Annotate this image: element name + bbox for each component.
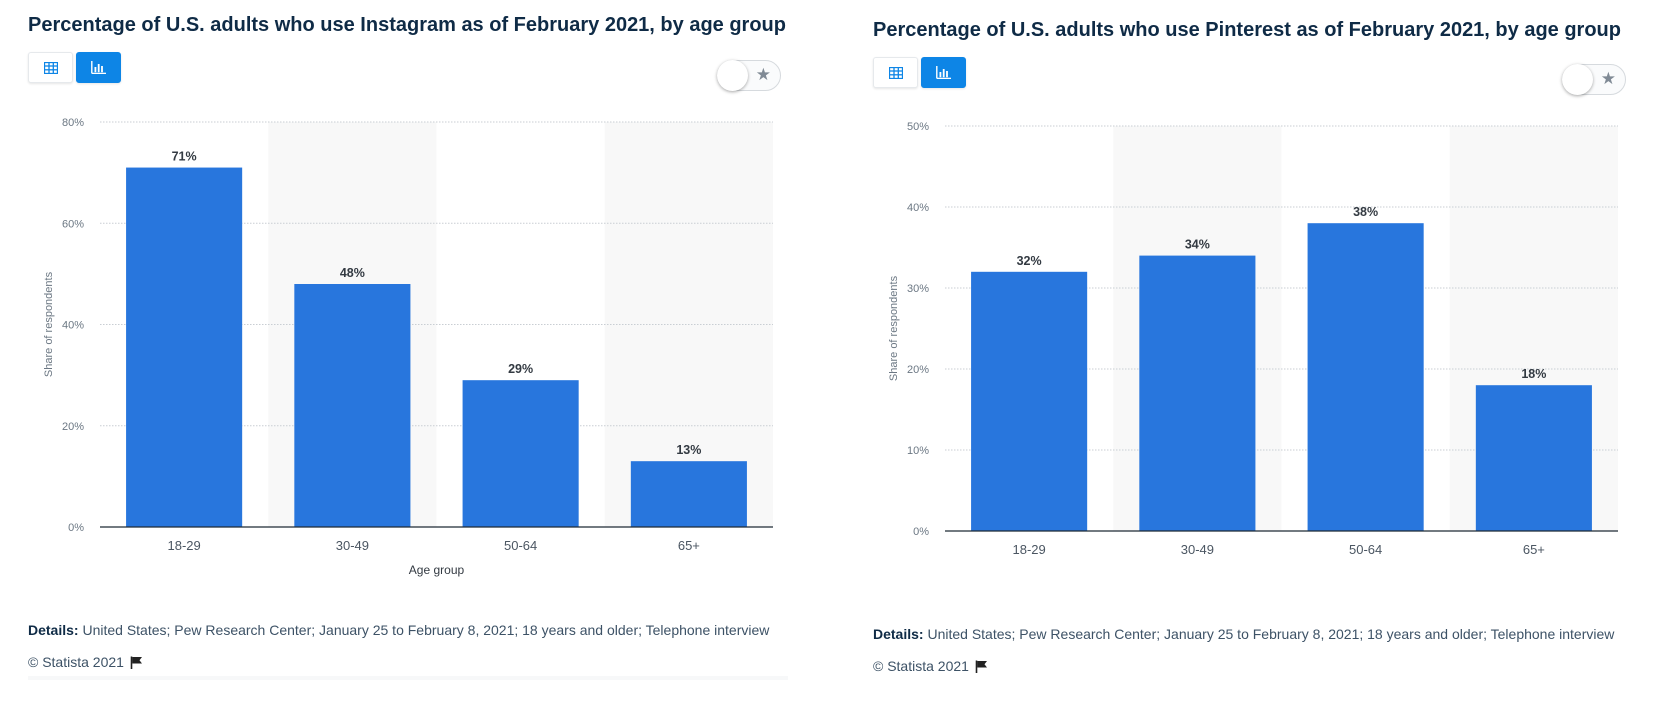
bar-50-64: [462, 380, 579, 527]
star-icon: ★: [1600, 69, 1616, 88]
bar-chart-instagram: 0% 20% 40% 60% 80% 71% 18-29 48% 30-49 29% 50-64 13…: [43, 117, 773, 577]
bar-18-29: [971, 271, 1088, 531]
data-label: 32%: [1017, 254, 1042, 268]
y-axis-title: Share of respondents: [43, 271, 55, 377]
y-axis-title: Share of respondents: [888, 275, 900, 381]
x-tick-label: 50-64: [504, 538, 537, 553]
favorite-toggle[interactable]: ★: [717, 60, 781, 91]
y-tick-label: 20%: [62, 421, 84, 433]
x-tick-label: 18-29: [1013, 542, 1046, 557]
table-view-button[interactable]: [873, 57, 918, 88]
x-tick-label: 65+: [1523, 542, 1545, 557]
bar-30-49: [1139, 255, 1256, 531]
bar-chart-icon: [91, 61, 106, 74]
details-text: United States; Pew Research Center; Janu…: [927, 626, 1615, 642]
favorite-toggle[interactable]: ★: [1562, 64, 1626, 95]
bar-65+: [630, 461, 747, 527]
data-label: 71%: [172, 150, 197, 164]
flag-icon[interactable]: [975, 660, 988, 673]
y-tick-label: 20%: [907, 364, 929, 376]
y-tick-label: 40%: [62, 320, 84, 332]
data-label: 34%: [1185, 238, 1210, 252]
y-tick-label: 30%: [907, 283, 929, 295]
details-text: United States; Pew Research Center; Janu…: [82, 622, 770, 638]
copyright: © Statista 2021: [28, 654, 143, 670]
x-tick-label: 65+: [678, 538, 700, 553]
chart-details: Details: United States; Pew Research Cen…: [28, 622, 769, 638]
details-label: Details:: [28, 622, 79, 638]
copyright-text: © Statista 2021: [873, 658, 969, 674]
bar-18-29: [126, 167, 243, 527]
x-tick-label: 30-49: [1181, 542, 1214, 557]
y-tick-label: 80%: [62, 117, 84, 129]
y-tick-label: 40%: [907, 202, 929, 214]
details-label: Details:: [873, 626, 924, 642]
flag-icon[interactable]: [130, 656, 143, 669]
toggle-knob[interactable]: [1562, 64, 1593, 95]
panel-bottom-edge: [28, 676, 788, 680]
table-view-button[interactable]: [28, 52, 73, 83]
chart-title: Percentage of U.S. adults who use Pinter…: [873, 19, 1621, 41]
data-label: 38%: [1353, 205, 1378, 219]
chart-panel-pinterest: Percentage of U.S. adults who use Pinter…: [845, 0, 1635, 706]
chart-view-button[interactable]: [921, 57, 966, 88]
copyright: © Statista 2021: [873, 658, 988, 674]
data-label: 18%: [1521, 367, 1546, 381]
y-tick-label: 0%: [913, 526, 929, 538]
x-tick-label: 50-64: [1349, 542, 1382, 557]
y-tick-label: 10%: [907, 445, 929, 457]
y-tick-label: 60%: [62, 218, 84, 230]
x-axis-title: Age group: [409, 563, 465, 577]
data-label: 13%: [676, 443, 701, 457]
chart-title: Percentage of U.S. adults who use Instag…: [28, 14, 786, 36]
bar-50-64: [1307, 223, 1424, 531]
view-toggle: [28, 52, 121, 83]
bar-chart-pinterest: 0% 10% 20% 30% 40% 50% 32% 18-29 34% 30-49 38% 50-6…: [888, 121, 1618, 557]
chart-details: Details: United States; Pew Research Cen…: [873, 626, 1614, 642]
view-toggle: [873, 57, 966, 88]
data-label: 48%: [340, 266, 365, 280]
chart-panel-instagram: Percentage of U.S. adults who use Instag…: [0, 0, 790, 706]
copyright-text: © Statista 2021: [28, 654, 124, 670]
star-icon: ★: [755, 65, 771, 84]
y-tick-label: 0%: [68, 522, 84, 534]
x-tick-label: 18-29: [168, 538, 201, 553]
y-tick-label: 50%: [907, 121, 929, 133]
bar-chart-icon: [936, 66, 951, 79]
bar-30-49: [294, 284, 411, 527]
x-tick-label: 30-49: [336, 538, 369, 553]
chart-view-button[interactable]: [76, 52, 121, 83]
table-icon: [888, 66, 903, 79]
toggle-knob[interactable]: [717, 60, 748, 91]
data-label: 29%: [508, 362, 533, 376]
bar-65+: [1475, 385, 1592, 531]
table-icon: [43, 61, 58, 74]
